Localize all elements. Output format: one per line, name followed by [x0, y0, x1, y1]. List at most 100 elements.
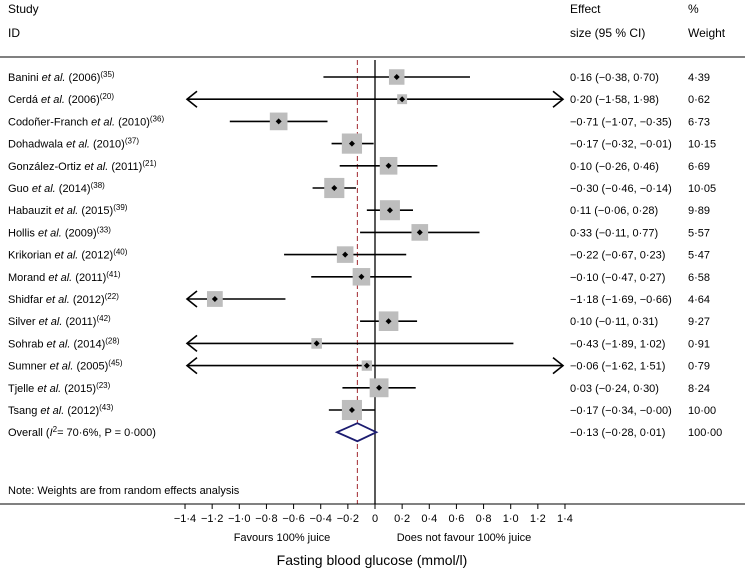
x-tick-label: 0·6: [448, 513, 464, 525]
study-label: Tjelle et al. (2015)(23): [8, 381, 111, 395]
x-tick-label: −0·4: [310, 513, 332, 525]
study-weight-text: 6·73: [688, 116, 710, 128]
study-label: Dohadwala et al. (2010)(37): [8, 137, 139, 151]
study-ci-text: −0·30 (−0·46, −0·14): [570, 183, 672, 195]
study-ref: (39): [113, 203, 128, 212]
study-year: (2011): [108, 161, 142, 173]
study-ref: (38): [91, 181, 106, 190]
study-author: Guo: [8, 183, 32, 195]
point-estimate: [416, 229, 423, 236]
study-year: (2014): [70, 338, 105, 350]
study-weight-text: 4·39: [688, 72, 710, 84]
study-year: (2010): [90, 139, 125, 151]
study-ci-text: 0·10 (−0·26, 0·46): [570, 161, 659, 173]
x-tick-label: 1·4: [557, 513, 573, 525]
study-weight-text: 10·05: [688, 183, 716, 195]
overall-ci-text: −0·13 (−0·28, 0·01): [570, 427, 665, 439]
study-author: Shidfar: [8, 294, 46, 306]
header-id: ID: [8, 26, 20, 40]
study-label: Krikorian et al. (2012)(40): [8, 248, 128, 262]
study-year: (2012): [64, 405, 99, 417]
study-label: Tsang et al. (2012)(43): [8, 403, 114, 417]
point-estimate: [313, 340, 320, 347]
header-ci: size (95 % CI): [570, 26, 645, 40]
study-et-al: et al.: [48, 272, 72, 284]
point-estimate: [358, 273, 365, 280]
study-label: Morand et al. (2011)(41): [8, 270, 121, 284]
study-ref: (36): [150, 114, 165, 123]
study-ci-text: 0·03 (−0·24, 0·30): [570, 383, 659, 395]
overall-word: Overall (: [8, 427, 50, 439]
study-label: Sohrab et al. (2014)(28): [8, 336, 120, 350]
study-weight-text: 9·89: [688, 205, 710, 217]
study-ci-text: −0·43 (−1·89, 1·02): [570, 338, 665, 350]
study-author: Dohadwala: [8, 139, 66, 151]
overall-i2-value: = 70·6%, P = 0·000): [57, 427, 156, 439]
point-estimate: [342, 251, 349, 258]
study-ci-text: −0·17 (−0·32, −0·01): [570, 139, 672, 151]
study-ci-text: −0·22 (−0·67, 0·23): [570, 250, 665, 262]
study-ref: (22): [105, 292, 120, 301]
header-weight: Weight: [688, 26, 726, 40]
study-year: (2012): [70, 294, 105, 306]
header-effect: Effect: [570, 2, 601, 16]
study-author: Sumner: [8, 361, 50, 373]
x-tick-label: −1·4: [174, 513, 196, 525]
study-et-al: et al.: [91, 116, 115, 128]
study-ci-text: 0·16 (−0·38, 0·70): [570, 72, 659, 84]
x-axis-title: Fasting blood glucose (mmol/l): [277, 552, 468, 568]
study-author: Hollis: [8, 227, 38, 239]
note-text: Note: Weights are from random effects an…: [8, 485, 240, 497]
x-tick-label: −0·2: [337, 513, 359, 525]
study-year: (2006): [65, 94, 100, 106]
study-year: (2012): [78, 250, 113, 262]
study-ref: (21): [142, 159, 157, 168]
study-label: Silver et al. (2011)(42): [8, 314, 111, 328]
point-estimate: [386, 207, 393, 214]
overall-i2: I: [50, 427, 53, 439]
x-tick-label: −1·0: [228, 513, 250, 525]
study-weight-text: 0·91: [688, 338, 710, 350]
study-et-al: et al.: [40, 405, 64, 417]
header-percent: %: [688, 2, 699, 16]
overall-weight-text: 100·00: [688, 427, 722, 439]
study-year: (2011): [62, 316, 96, 328]
study-et-al: et al.: [37, 383, 61, 395]
study-label: González-Ortiz et al. (2011)(21): [8, 159, 157, 173]
study-et-al: et al.: [54, 250, 78, 262]
study-ci-text: −0·17 (−0·34, −0·00): [570, 405, 672, 417]
x-tick-label: −0·8: [255, 513, 277, 525]
study-ref: (45): [108, 359, 123, 368]
study-weight-text: 4·64: [688, 294, 710, 306]
point-estimate: [385, 318, 392, 325]
study-ref: (28): [105, 336, 120, 345]
study-ci-text: −0·06 (−1·62, 1·51): [570, 361, 665, 373]
ci-arrow-right: [552, 90, 565, 108]
study-ref: (40): [113, 248, 128, 257]
study-author: Sohrab: [8, 338, 47, 350]
study-et-al: et al.: [66, 139, 90, 151]
overall-label: Overall (I2= 70·6%, P = 0·000): [8, 425, 156, 439]
study-author: Krikorian: [8, 250, 54, 262]
x-tick-label: 1·2: [530, 513, 546, 525]
study-ci-text: 0·33 (−0·11, 0·77): [570, 227, 658, 239]
study-weight-text: 0·62: [688, 94, 710, 106]
study-ref: (33): [97, 225, 112, 234]
study-ci-text: −0·10 (−0·47, 0·27): [570, 272, 665, 284]
study-year: (2009): [62, 227, 97, 239]
x-tick-label: −1·2: [201, 513, 223, 525]
x-axis-label-right: Does not favour 100% juice: [397, 532, 532, 544]
ci-arrow-left: [185, 90, 198, 108]
study-label: Banini et al. (2006)(35): [8, 70, 115, 84]
study-weight-text: 10·00: [688, 405, 716, 417]
study-ref: (42): [96, 314, 111, 323]
study-ref: (35): [100, 70, 115, 79]
study-ref: (41): [106, 270, 121, 279]
point-estimate: [275, 118, 282, 125]
point-estimate: [348, 407, 355, 413]
study-ci-text: −0·71 (−1·07, −0·35): [570, 116, 672, 128]
ci-arrow-left: [185, 356, 198, 375]
study-et-al: et al.: [41, 94, 65, 106]
study-author: Tsang: [8, 405, 40, 417]
